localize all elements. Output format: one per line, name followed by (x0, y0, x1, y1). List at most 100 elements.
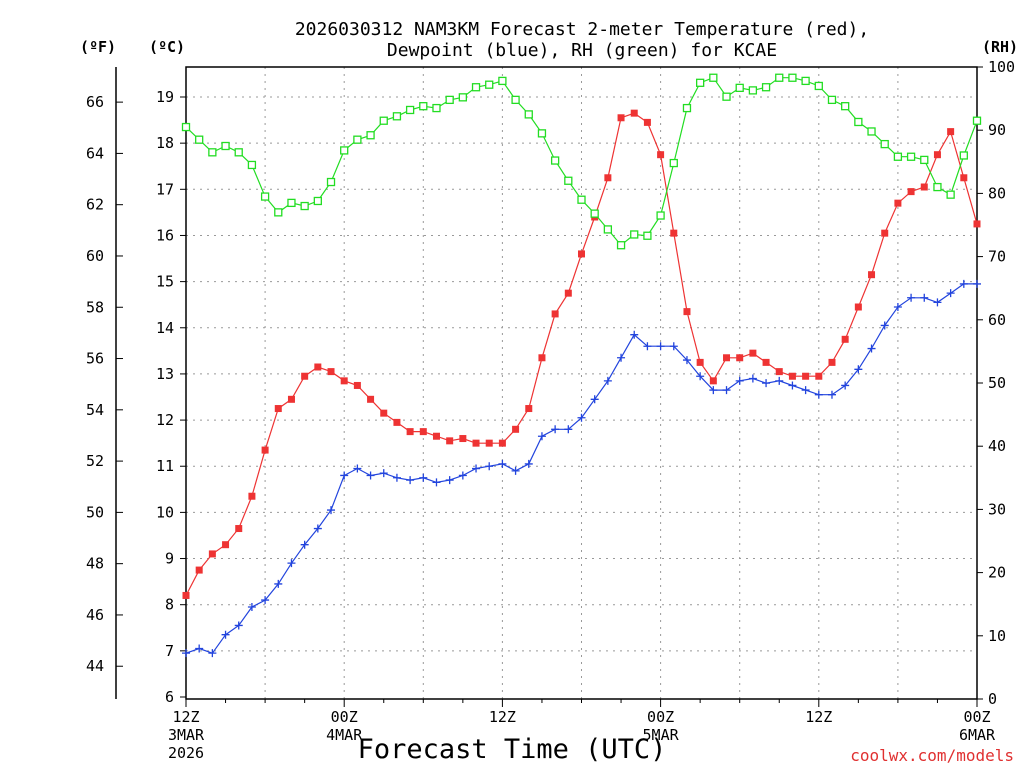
rh-point (353, 135, 362, 144)
rh-point (814, 81, 823, 91)
temperature-point (947, 128, 955, 136)
rh-point (696, 78, 705, 87)
rh-point (893, 152, 903, 161)
dewpoint-point (656, 342, 665, 351)
dewpoint-point (458, 471, 467, 480)
fahrenheit-tick-label: 66 (86, 93, 104, 111)
dewpoint-point (854, 365, 863, 374)
temperature-point (881, 229, 889, 237)
dewpoint-point (959, 279, 968, 288)
credit-text: coolwx.com/models (850, 746, 1014, 765)
temperature-point (498, 439, 506, 447)
dewpoint-point (643, 342, 652, 351)
rh-point (775, 73, 784, 82)
dewpoint-point (630, 330, 639, 339)
temperature-point (828, 358, 836, 366)
dewpoint-point (722, 386, 731, 395)
rh-point (735, 83, 744, 93)
rh-tick-label: 10 (988, 627, 1006, 645)
dewpoint-point (366, 471, 375, 480)
temperature-point (182, 591, 190, 599)
rh-point (643, 231, 652, 240)
temperature-point (261, 446, 269, 454)
rh-tick-label: 50 (988, 374, 1006, 392)
rh-point (366, 131, 375, 140)
dewpoint-point (445, 476, 454, 485)
temperature-point (314, 363, 322, 371)
dewpoint-point (537, 432, 546, 441)
rh-point (181, 122, 191, 132)
series-layer (181, 73, 982, 658)
dewpoint-line (185, 283, 977, 654)
rh-tick-label: 0 (988, 690, 997, 708)
fahrenheit-tick-label: 54 (86, 401, 104, 419)
temperature-point (551, 310, 559, 318)
temperature-point (380, 409, 388, 417)
dewpoint-point (353, 464, 362, 473)
rh-point (524, 110, 533, 119)
dewpoint-point (669, 342, 678, 351)
rh-tick-label: 90 (988, 121, 1006, 139)
rh-point (405, 105, 415, 115)
dewpoint-point (274, 579, 283, 588)
rh-tick-label: 20 (988, 564, 1006, 582)
temperature-point (301, 372, 309, 380)
rh-point (959, 151, 968, 160)
chart-title-line1: 2026030312 NAM3KM Forecast 2-meter Tempe… (295, 19, 869, 40)
dewpoint-point (379, 469, 388, 478)
rh-point (340, 146, 349, 155)
rh-point (379, 116, 388, 125)
x-tick-label: 12Z (805, 708, 832, 726)
dewpoint-point (498, 459, 507, 468)
rh-point (485, 80, 494, 89)
temperature-point (657, 151, 665, 159)
celsius-tick-label: 10 (156, 503, 174, 521)
rh-point (313, 196, 322, 206)
temperature-point (485, 439, 493, 447)
dewpoint-point (511, 466, 520, 475)
x-tick-date: 6MAR (959, 726, 996, 744)
rh-tick-label: 30 (988, 500, 1006, 518)
dewpoint-point (261, 596, 270, 605)
celsius-tick-label: 9 (165, 550, 174, 568)
temperature-point (841, 335, 849, 343)
rh-point (761, 83, 771, 92)
temperature-point (920, 183, 928, 191)
temperature-point (709, 377, 717, 385)
celsius-tick-label: 14 (156, 319, 174, 337)
temperature-point (670, 229, 678, 237)
fahrenheit-tick-label: 50 (86, 503, 104, 521)
temperature-series (182, 109, 981, 599)
temperature-point (327, 368, 335, 376)
dewpoint-point (208, 649, 217, 658)
rh-point (221, 141, 230, 151)
dewpoint-point (814, 390, 823, 399)
rh-point (788, 73, 797, 82)
temperature-point (736, 354, 744, 362)
dewpoint-point (551, 425, 560, 434)
rh-point (498, 76, 507, 86)
rh-tick-label: 70 (988, 248, 1006, 266)
dewpoint-point (827, 390, 836, 399)
dewpoint-point (867, 344, 876, 353)
rh-point (260, 192, 270, 201)
temperature-point (564, 289, 572, 297)
dewpoint-point (920, 293, 929, 302)
dewpoint-series (182, 279, 981, 658)
dewpoint-point (682, 356, 691, 365)
temperature-point (788, 372, 796, 380)
rh-point (603, 225, 613, 234)
dewpoint-point (300, 540, 309, 549)
celsius-tick-label: 12 (156, 411, 174, 429)
dewpoint-point (287, 559, 296, 568)
dewpoint-point (709, 386, 718, 395)
rh-point (946, 190, 955, 199)
dewpoint-point (327, 506, 336, 515)
dewpoint-point (788, 381, 797, 390)
dewpoint-point (432, 478, 441, 487)
fahrenheit-tick-label: 58 (86, 298, 104, 316)
rh-point (854, 117, 863, 127)
rh-point (867, 127, 876, 136)
dewpoint-point (696, 372, 705, 381)
